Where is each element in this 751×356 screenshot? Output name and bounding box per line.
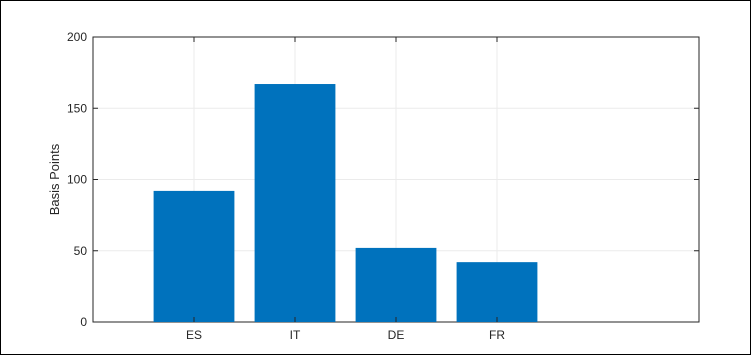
bar-it — [254, 84, 336, 323]
x-tick-label-es: ES — [186, 328, 202, 342]
y-tick-label: 100 — [67, 173, 87, 187]
bar-es — [153, 190, 235, 322]
x-tick-label-de: DE — [388, 328, 405, 342]
bars — [153, 84, 538, 323]
y-tick-label: 200 — [67, 30, 87, 44]
x-tick-label-fr: FR — [489, 328, 505, 342]
y-tick-label: 150 — [67, 101, 87, 115]
y-tick-label: 0 — [80, 315, 87, 329]
bar-de — [355, 247, 437, 322]
tick-labels: 0 50 100 150 200 ES IT DE FR — [67, 30, 505, 342]
x-tick-label-it: IT — [290, 328, 301, 342]
y-axis-label: Basis Points — [47, 143, 62, 215]
axis-ticks — [93, 36, 699, 323]
bar-fr — [456, 262, 538, 322]
y-tick-label: 50 — [74, 244, 88, 258]
